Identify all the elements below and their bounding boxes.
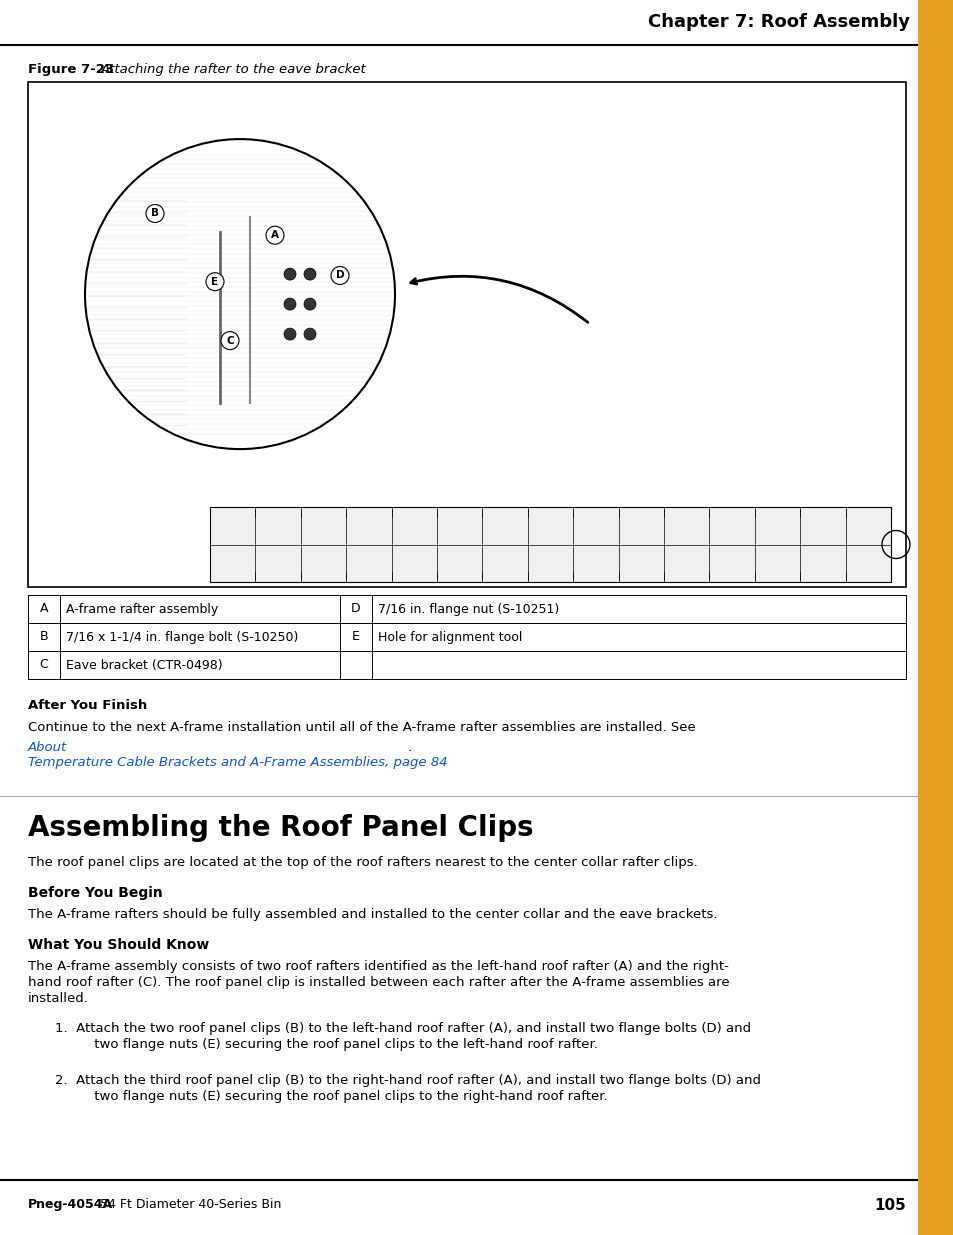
- Bar: [28, 595, 905, 622]
- Text: The A-frame assembly consists of two roof rafters identified as the left-hand ro: The A-frame assembly consists of two roo…: [28, 960, 728, 973]
- Text: After You Finish: After You Finish: [28, 699, 147, 713]
- Circle shape: [331, 267, 349, 284]
- Text: two flange nuts (E) securing the roof panel clips to the left-hand roof rafter.: two flange nuts (E) securing the roof pa…: [73, 1037, 598, 1051]
- Text: About
Temperature Cable Brackets and A-Frame Assemblies, page 84: About Temperature Cable Brackets and A-F…: [28, 741, 447, 769]
- Text: What You Should Know: What You Should Know: [28, 939, 209, 952]
- Circle shape: [206, 273, 224, 290]
- Text: B: B: [40, 631, 49, 643]
- Text: Chapter 7: Roof Assembly: Chapter 7: Roof Assembly: [647, 14, 909, 31]
- Text: 105: 105: [873, 1198, 905, 1213]
- Text: E: E: [352, 631, 359, 643]
- Text: Before You Begin: Before You Begin: [28, 885, 163, 900]
- Text: D: D: [351, 603, 360, 615]
- Bar: [917, 0, 953, 1235]
- Text: The roof panel clips are located at the top of the roof rafters nearest to the c: The roof panel clips are located at the …: [28, 856, 697, 869]
- Bar: [210, 508, 890, 582]
- Text: C: C: [226, 336, 233, 346]
- Text: 54 Ft Diameter 40-Series Bin: 54 Ft Diameter 40-Series Bin: [96, 1198, 281, 1212]
- Text: hand roof rafter (C). The roof panel clip is installed between each rafter after: hand roof rafter (C). The roof panel cli…: [28, 976, 729, 989]
- Text: two flange nuts (E) securing the roof panel clips to the right-hand roof rafter.: two flange nuts (E) securing the roof pa…: [73, 1091, 607, 1103]
- Text: A: A: [40, 603, 49, 615]
- Circle shape: [221, 332, 239, 350]
- Text: Figure 7-23: Figure 7-23: [28, 63, 118, 77]
- Text: .: .: [408, 741, 412, 755]
- Text: E: E: [212, 277, 218, 287]
- Circle shape: [284, 329, 295, 340]
- Text: A: A: [271, 230, 278, 240]
- Circle shape: [304, 268, 315, 280]
- Circle shape: [266, 226, 284, 245]
- Text: Assembling the Roof Panel Clips: Assembling the Roof Panel Clips: [28, 814, 533, 842]
- Text: Continue to the next A-frame installation until all of the A-frame rafter assemb: Continue to the next A-frame installatio…: [28, 721, 700, 734]
- Text: A-frame rafter assembly: A-frame rafter assembly: [66, 603, 218, 615]
- Text: 7/16 in. flange nut (S-10251): 7/16 in. flange nut (S-10251): [377, 603, 558, 615]
- Text: 1.  Attach the two roof panel clips (B) to the left-hand roof rafter (A), and in: 1. Attach the two roof panel clips (B) t…: [55, 1023, 750, 1035]
- Circle shape: [284, 268, 295, 280]
- Text: The A-frame rafters should be fully assembled and installed to the center collar: The A-frame rafters should be fully asse…: [28, 908, 717, 921]
- Text: Pneg-4054A: Pneg-4054A: [28, 1198, 113, 1212]
- Text: B: B: [151, 209, 159, 219]
- Text: Hole for alignment tool: Hole for alignment tool: [377, 631, 522, 643]
- Text: Eave bracket (CTR-0498): Eave bracket (CTR-0498): [66, 658, 222, 672]
- Text: Attaching the rafter to the eave bracket: Attaching the rafter to the eave bracket: [101, 63, 366, 77]
- Text: D: D: [335, 270, 344, 280]
- Bar: [28, 622, 905, 651]
- Bar: [28, 651, 905, 679]
- Text: installed.: installed.: [28, 992, 89, 1005]
- Text: 2.  Attach the third roof panel clip (B) to the right-hand roof rafter (A), and : 2. Attach the third roof panel clip (B) …: [55, 1074, 760, 1087]
- Text: C: C: [40, 658, 49, 672]
- Circle shape: [304, 329, 315, 340]
- Circle shape: [284, 298, 295, 310]
- Bar: [28, 82, 905, 587]
- Circle shape: [304, 298, 315, 310]
- Text: 7/16 x 1-1/4 in. flange bolt (S-10250): 7/16 x 1-1/4 in. flange bolt (S-10250): [66, 631, 298, 643]
- Circle shape: [146, 205, 164, 222]
